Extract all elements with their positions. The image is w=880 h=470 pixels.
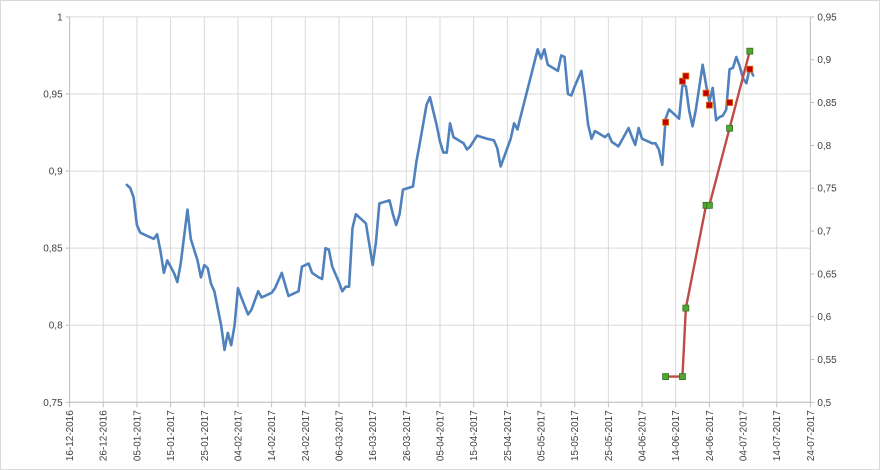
y-right-tick-label: 0,6 bbox=[817, 312, 831, 323]
x-tick-label: 14-02-2017 bbox=[267, 410, 278, 461]
series-2-point bbox=[706, 201, 713, 209]
y-right-tick-label: 0,8 bbox=[817, 141, 831, 152]
series-2-point bbox=[726, 124, 733, 132]
x-tick-label: 24-02-2017 bbox=[301, 410, 312, 461]
x-tick-label: 25-01-2017 bbox=[200, 410, 211, 461]
x-tick-label: 14-06-2017 bbox=[671, 410, 682, 461]
y-axis-left-ticks: 0,75 0,8 0,85 0,9 0,95 1 bbox=[43, 12, 63, 408]
plot-markers bbox=[662, 47, 754, 380]
y-right-tick-label: 0,5 bbox=[817, 398, 831, 409]
axes bbox=[65, 16, 815, 408]
y-right-tick-label: 0,55 bbox=[817, 355, 837, 366]
x-tick-label: 25-04-2017 bbox=[503, 410, 514, 461]
y-left-tick-label: 0,85 bbox=[43, 244, 63, 255]
series-3-point bbox=[702, 89, 710, 97]
x-tick-label: 04-06-2017 bbox=[638, 410, 649, 461]
series-1-line bbox=[125, 47, 755, 352]
x-tick-label: 24-06-2017 bbox=[705, 410, 716, 461]
x-axis-ticks: 16-12-2016 26-12-2016 05-01-2017 15-01-2017… bbox=[65, 410, 817, 461]
x-tick-label: 05-05-2017 bbox=[537, 410, 548, 461]
x-tick-label: 15-01-2017 bbox=[166, 410, 177, 461]
y-left-tick-label: 0,95 bbox=[43, 89, 63, 100]
y-right-tick-label: 0,65 bbox=[817, 269, 837, 280]
x-tick-label: 26-12-2016 bbox=[99, 410, 110, 461]
y-left-tick-label: 0,75 bbox=[43, 398, 63, 409]
series-3-point bbox=[662, 118, 670, 126]
y-right-tick-label: 0,9 bbox=[817, 55, 831, 66]
y-right-tick-label: 0,85 bbox=[817, 98, 837, 109]
x-tick-label: 16-12-2016 bbox=[65, 410, 76, 461]
x-tick-label: 15-04-2017 bbox=[469, 410, 480, 461]
x-tick-label: 05-01-2017 bbox=[132, 410, 143, 461]
grid-lines bbox=[69, 16, 811, 403]
series-3-point bbox=[682, 72, 690, 80]
x-tick-label: 24-07-2017 bbox=[806, 410, 817, 461]
x-tick-label: 16-03-2017 bbox=[368, 410, 379, 461]
x-tick-label: 06-03-2017 bbox=[334, 410, 345, 461]
series-2-point bbox=[679, 373, 686, 380]
series-2-point bbox=[746, 47, 754, 55]
y-right-tick-label: 0,75 bbox=[817, 184, 837, 195]
x-tick-label: 25-05-2017 bbox=[604, 410, 615, 461]
y-axis-right-ticks: 0,5 0,55 0,6 0,65 0,7 0,75 0,8 0,85 0,9 0,95 bbox=[817, 12, 837, 408]
series-3-point bbox=[746, 65, 754, 73]
series-3-point bbox=[706, 101, 713, 109]
y-right-tick-label: 0,95 bbox=[817, 12, 837, 23]
series-2-point bbox=[682, 304, 690, 312]
y-right-tick-label: 0,7 bbox=[817, 227, 831, 238]
x-tick-label: 04-07-2017 bbox=[739, 410, 750, 461]
series-2-point bbox=[662, 373, 670, 380]
series-3-point bbox=[726, 99, 733, 106]
x-tick-label: 15-05-2017 bbox=[570, 410, 581, 461]
y-left-tick-label: 1 bbox=[57, 12, 63, 23]
x-tick-label: 05-04-2017 bbox=[435, 410, 446, 461]
y-left-tick-label: 0,9 bbox=[49, 167, 63, 178]
x-tick-label: 14-07-2017 bbox=[772, 410, 783, 461]
x-tick-label: 26-03-2017 bbox=[402, 410, 413, 461]
y-left-tick-label: 0,8 bbox=[49, 321, 63, 332]
x-tick-label: 04-02-2017 bbox=[233, 410, 244, 461]
